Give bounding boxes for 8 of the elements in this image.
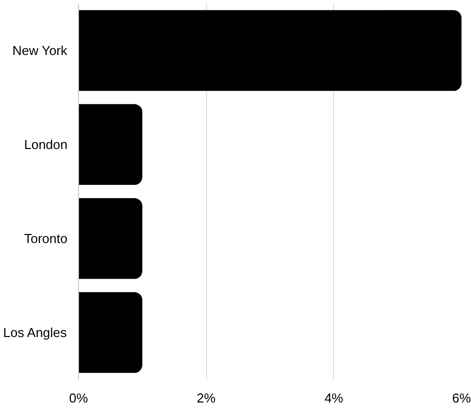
y-tick-label: Los Angles [3,325,68,340]
x-tick-label: 4% [324,390,344,406]
y-tick-label: New York [12,43,68,58]
x-tick-label: 0% [69,390,88,406]
y-tick-label: London [24,137,68,152]
x-tick-label: 6% [452,390,471,406]
y-tick-label: Toronto [24,231,68,246]
x-tick-label: 2% [196,390,216,406]
